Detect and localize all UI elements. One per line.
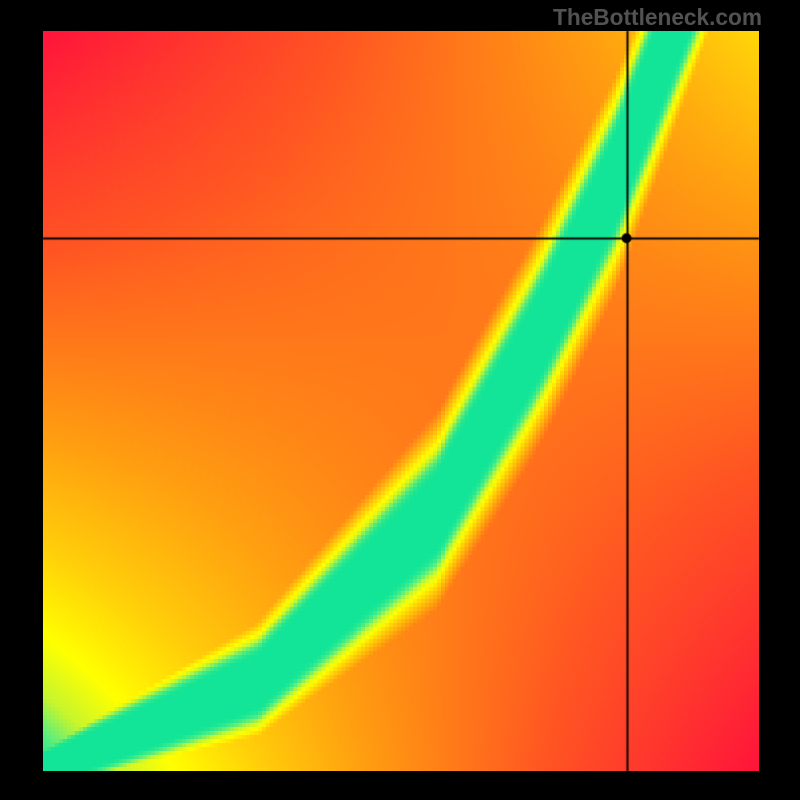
watermark-text: TheBottleneck.com bbox=[553, 4, 762, 31]
chart-container: TheBottleneck.com bbox=[0, 0, 800, 800]
bottleneck-heatmap bbox=[43, 31, 759, 771]
